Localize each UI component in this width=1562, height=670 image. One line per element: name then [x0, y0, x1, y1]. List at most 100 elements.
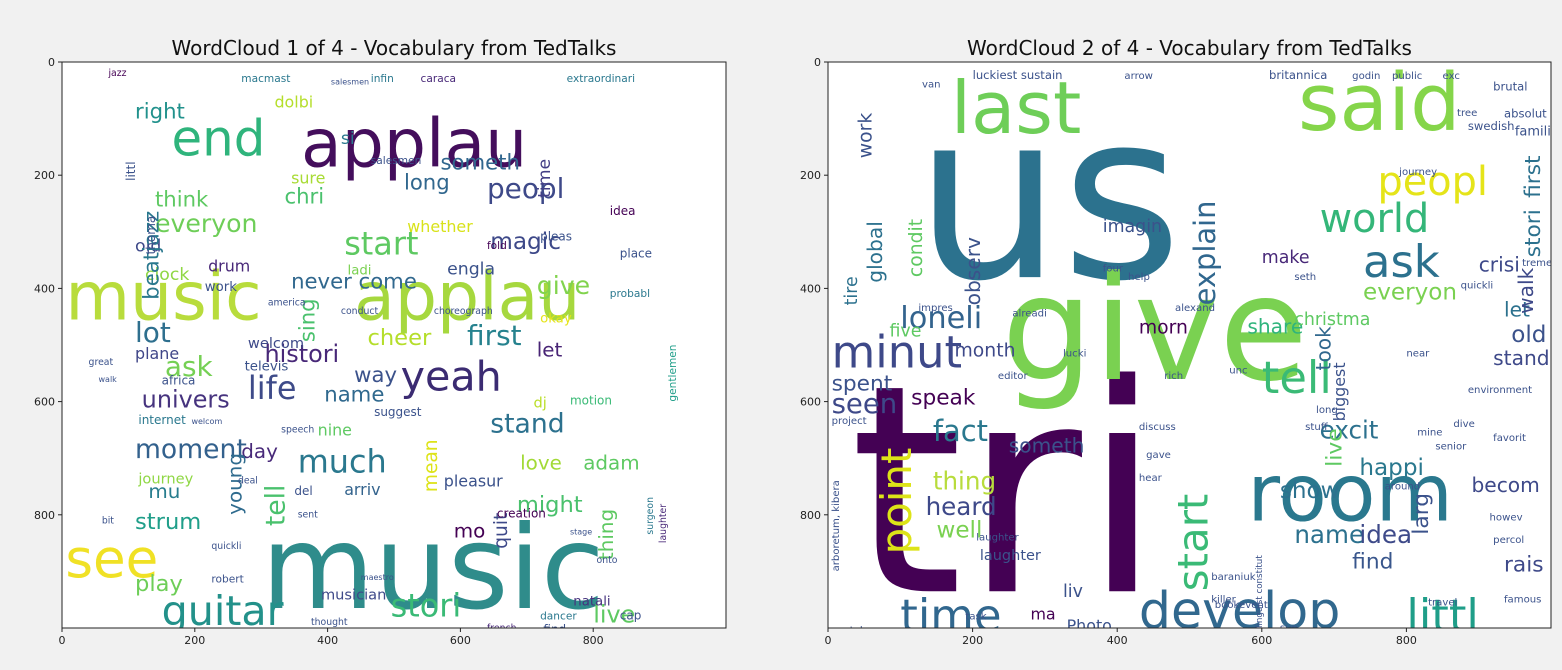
word: might [517, 492, 583, 518]
word: thoma [144, 216, 158, 255]
word: imagin [1103, 217, 1162, 237]
word: point [872, 448, 921, 555]
word: sing [294, 298, 319, 342]
word: room [1247, 446, 1453, 539]
word: liv [1063, 582, 1083, 602]
word: love [520, 452, 562, 475]
plot-area [62, 62, 726, 628]
word: littl [124, 161, 138, 180]
word: someth [440, 150, 519, 175]
word: bit [102, 515, 114, 526]
word: welcom [248, 335, 304, 352]
word: peopl [1377, 159, 1487, 205]
word: drum [208, 256, 250, 275]
word: stuff [1305, 422, 1329, 433]
word: guitar [162, 587, 284, 635]
word: rais [1504, 552, 1544, 577]
word: tremend [1522, 258, 1562, 269]
word: give [1002, 246, 1309, 414]
word: infin [371, 73, 394, 85]
word: speech [281, 425, 314, 436]
word: music [261, 501, 605, 636]
word: brutal [1493, 79, 1527, 93]
word: explain [1188, 201, 1222, 306]
word: idea [1359, 520, 1412, 549]
word: day [241, 440, 278, 463]
word: play [135, 571, 183, 597]
axes-frame [827, 61, 1552, 629]
word: natali [573, 594, 610, 609]
word: magic [490, 228, 561, 255]
word: fact [933, 414, 988, 448]
word: see [65, 528, 158, 590]
word: tale [850, 626, 869, 637]
word: journey [1398, 167, 1437, 178]
word: morn [1139, 318, 1188, 339]
word: task [965, 612, 986, 623]
word: godin [1352, 71, 1380, 82]
word: travel [1428, 597, 1457, 608]
x-tick-label: 600 [450, 634, 471, 647]
word: start [344, 224, 418, 262]
word: end [172, 109, 266, 167]
word: think [155, 186, 209, 211]
word: christma [1294, 310, 1370, 330]
y-tick-label: 0 [48, 56, 55, 69]
word: linguist constitut [1255, 555, 1265, 628]
word: seth [1294, 272, 1316, 283]
x-tick-label: 800 [583, 634, 604, 647]
y-tick-label: 400 [800, 282, 821, 295]
word: let [1504, 298, 1530, 322]
word: africa [162, 374, 196, 388]
word: quickli [211, 541, 241, 552]
word: discuss [1139, 422, 1176, 433]
word: alreadi [1012, 309, 1047, 320]
word: hear [1139, 473, 1163, 484]
wordcloud-panel-2: WordCloud 2 of 4 - Vocabulary from TedTa… [781, 0, 1562, 670]
y-tick-label: 200 [800, 169, 821, 182]
word: pure [138, 636, 177, 656]
word: great [89, 357, 114, 368]
word: si [341, 129, 355, 149]
word: televis [245, 359, 289, 374]
word: never come [291, 268, 417, 293]
chart-title: WordCloud 1 of 4 - Vocabulary from TedTa… [172, 36, 617, 60]
word: mu [148, 480, 180, 503]
word: histori [265, 340, 340, 368]
word: give [537, 271, 590, 300]
word: tire [842, 276, 862, 305]
word: develop [1139, 581, 1340, 640]
word: mean [421, 439, 442, 492]
word: dive [1453, 419, 1474, 430]
word: work [855, 113, 876, 159]
word: musician [321, 587, 386, 604]
word: stori [1521, 209, 1546, 257]
word: place [620, 246, 652, 260]
word: observ [961, 237, 985, 305]
word: walk [1514, 267, 1538, 313]
word: quickli [1461, 280, 1494, 291]
word: speak [911, 385, 976, 410]
word: arrow [1124, 71, 1153, 82]
x-tick-label: 200 [184, 634, 205, 647]
word: stand [1493, 346, 1549, 370]
word: love [1023, 631, 1044, 642]
word: show [1280, 478, 1340, 504]
word: exc [1443, 71, 1460, 82]
word: walk [99, 375, 118, 384]
plot-area [828, 62, 1551, 628]
word: spent [832, 371, 893, 396]
word: littl [1406, 589, 1478, 642]
word: gentlemen [667, 344, 679, 401]
word: van [922, 79, 941, 90]
word: public [1392, 71, 1422, 82]
word: laughter [658, 504, 669, 543]
word: tell [1262, 351, 1332, 404]
word: much [298, 442, 387, 480]
word: sure [291, 169, 325, 188]
word: del [294, 484, 312, 498]
word: famous [1504, 595, 1541, 606]
word: gave [1146, 450, 1171, 461]
word: quit [491, 513, 512, 549]
